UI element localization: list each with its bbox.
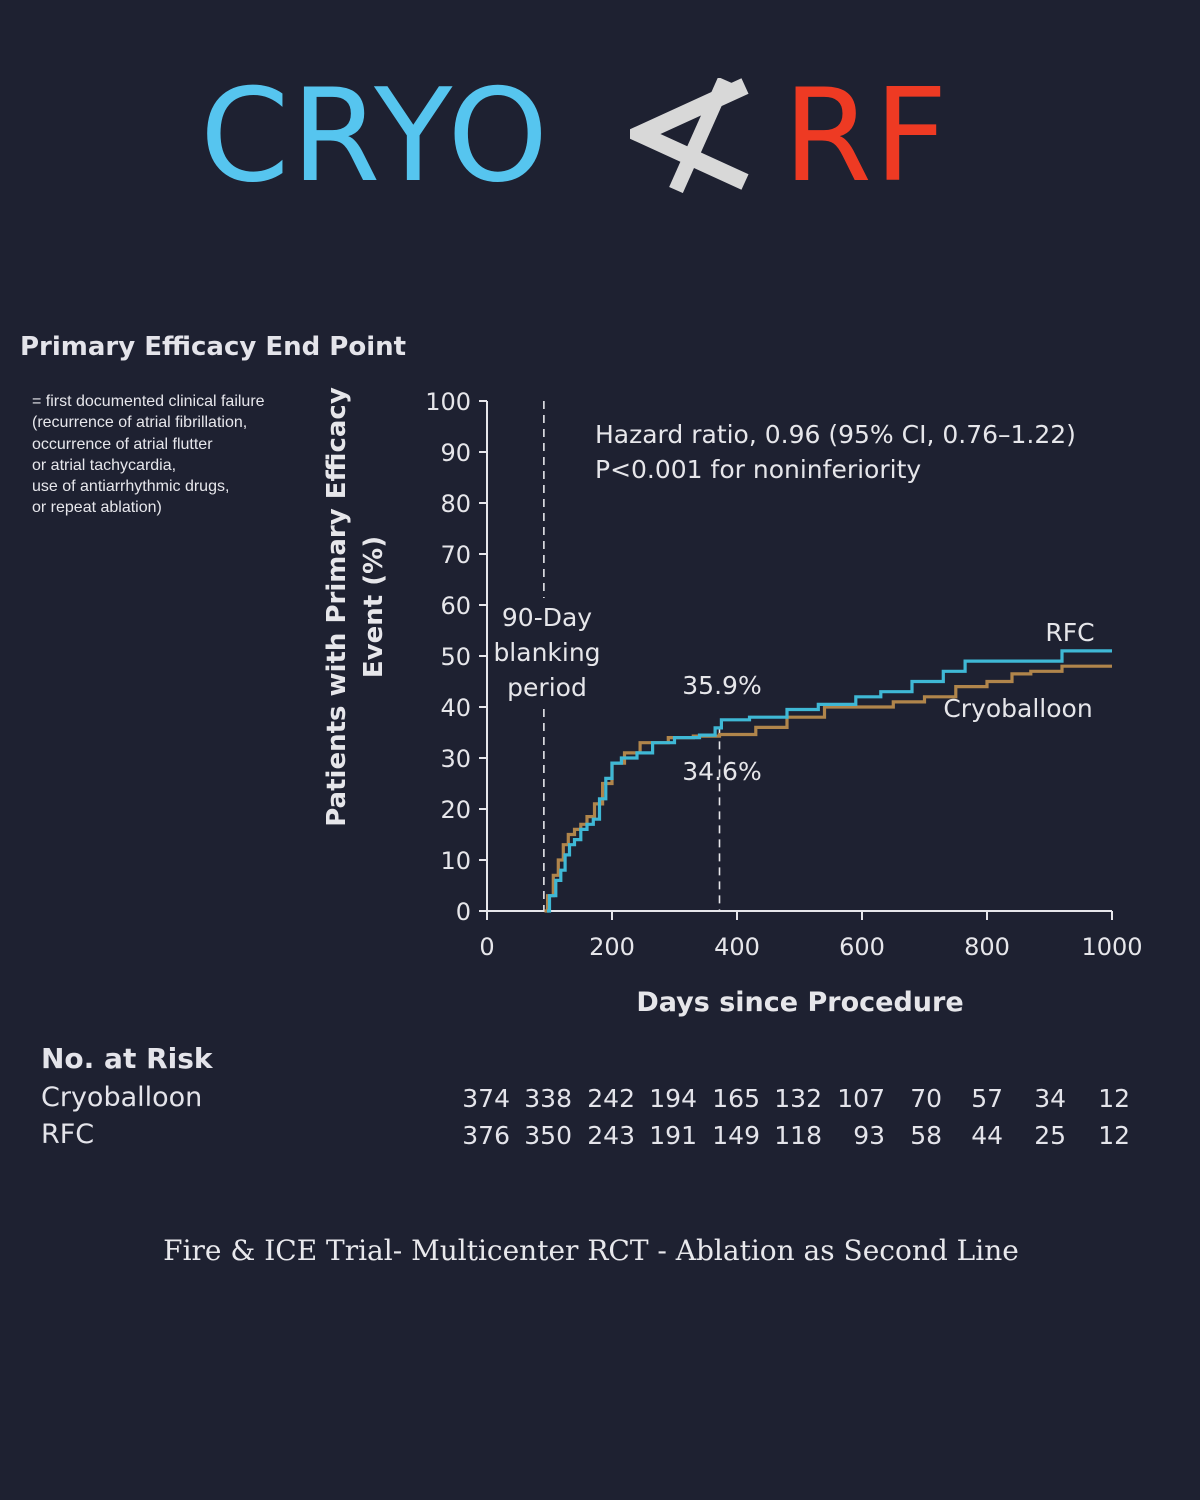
series-label-cryoballoon: Cryoballoon (943, 694, 1092, 723)
x-tick-label: 200 (589, 933, 635, 961)
y-tick-label: 60 (440, 592, 471, 620)
risk-cell: 44 (971, 1121, 1003, 1150)
risk-cell: 191 (649, 1121, 697, 1150)
x-tick-label: 0 (479, 933, 494, 961)
blanking-period-label: 90-Day (502, 603, 592, 632)
definition-line: or atrial tachycardia, (32, 456, 177, 474)
y-tick-label: 90 (440, 439, 471, 467)
risk-cell: 165 (712, 1084, 760, 1113)
y-tick-label: 0 (456, 898, 471, 926)
definition-line: occurrence of atrial flutter (32, 435, 213, 453)
risk-cell: 12 (1098, 1121, 1130, 1150)
risk-cell: 12 (1098, 1084, 1130, 1113)
cryo-word: CRYO (200, 62, 551, 211)
risk-cell: 374 (462, 1084, 510, 1113)
risk-cell: 58 (910, 1121, 942, 1150)
blanking-period-label: period (507, 673, 587, 702)
risk-cell: 118 (774, 1121, 822, 1150)
y-tick-label: 70 (440, 541, 471, 569)
section-title: Primary Efficacy End Point (20, 332, 407, 362)
series-label-rfc: RFC (1045, 618, 1094, 647)
hazard-ratio-annotation: Hazard ratio, 0.96 (95% CI, 0.76–1.22) (595, 420, 1076, 449)
y-tick-label: 100 (425, 388, 471, 416)
rf-word: RF (783, 62, 950, 211)
risk-cell: 376 (462, 1121, 510, 1150)
risk-cell: 350 (524, 1121, 572, 1150)
header-title: CRYO RF (0, 62, 1200, 212)
x-tick-label: 400 (714, 933, 760, 961)
definition-line: or repeat ablation) (32, 499, 162, 517)
blanking-period-label: blanking (493, 638, 600, 667)
y-tick-label: 80 (440, 490, 471, 518)
risk-row-label-rfc: RFC (41, 1119, 95, 1150)
y-tick-label: 20 (440, 796, 471, 824)
y-tick-label: 30 (440, 745, 471, 773)
risk-cell: 338 (524, 1084, 572, 1113)
y-tick-label: 10 (440, 847, 471, 875)
y-axis-label: Patients with Primary Efficacy Event (%) (322, 387, 389, 827)
risk-cell: 107 (837, 1084, 885, 1113)
y-axis-label-line: Event (%) (359, 536, 389, 678)
risk-cell: 132 (774, 1084, 822, 1113)
x-tick-label: 800 (964, 933, 1010, 961)
definition-line: (recurrence of atrial fibrillation, (32, 414, 248, 432)
x-tick-label: 600 (839, 933, 885, 961)
risk-row-label-cryoballoon: Cryoballoon (41, 1082, 203, 1113)
x-tick-label: 1000 (1081, 933, 1142, 961)
risk-cell: 242 (587, 1084, 635, 1113)
risk-cell: 25 (1034, 1121, 1066, 1150)
risk-cell: 194 (649, 1084, 697, 1113)
y-tick-label: 40 (440, 694, 471, 722)
cryoballoon-one-year-label: 34.6% (682, 757, 761, 786)
x-axis-label: Days since Procedure (636, 987, 963, 1018)
risk-cell: 243 (587, 1121, 635, 1150)
footer-caption: Fire & ICE Trial- Multicenter RCT - Abla… (163, 1234, 1019, 1267)
risk-cell: 57 (971, 1084, 1003, 1113)
risk-cell: 149 (712, 1121, 760, 1150)
hazard-ratio-annotation: P<0.001 for noninferiority (595, 455, 921, 484)
y-axis-label-line: Patients with Primary Efficacy (322, 387, 352, 827)
not-less-than-icon (630, 78, 749, 193)
definition-line: use of antiarrhythmic drugs, (32, 478, 230, 496)
risk-cell: 70 (910, 1084, 942, 1113)
series-line-rfc (547, 649, 1112, 913)
risk-cell: 93 (853, 1121, 885, 1150)
y-tick-label: 50 (440, 643, 471, 671)
risk-table-title: No. at Risk (41, 1042, 213, 1075)
endpoint-definition: = first documented clinical failure (rec… (32, 391, 332, 519)
risk-cell: 34 (1034, 1084, 1066, 1113)
definition-line: = first documented clinical failure (32, 393, 265, 410)
blanking-label-backdrop (498, 598, 600, 706)
rfc-one-year-label: 35.9% (682, 671, 761, 700)
